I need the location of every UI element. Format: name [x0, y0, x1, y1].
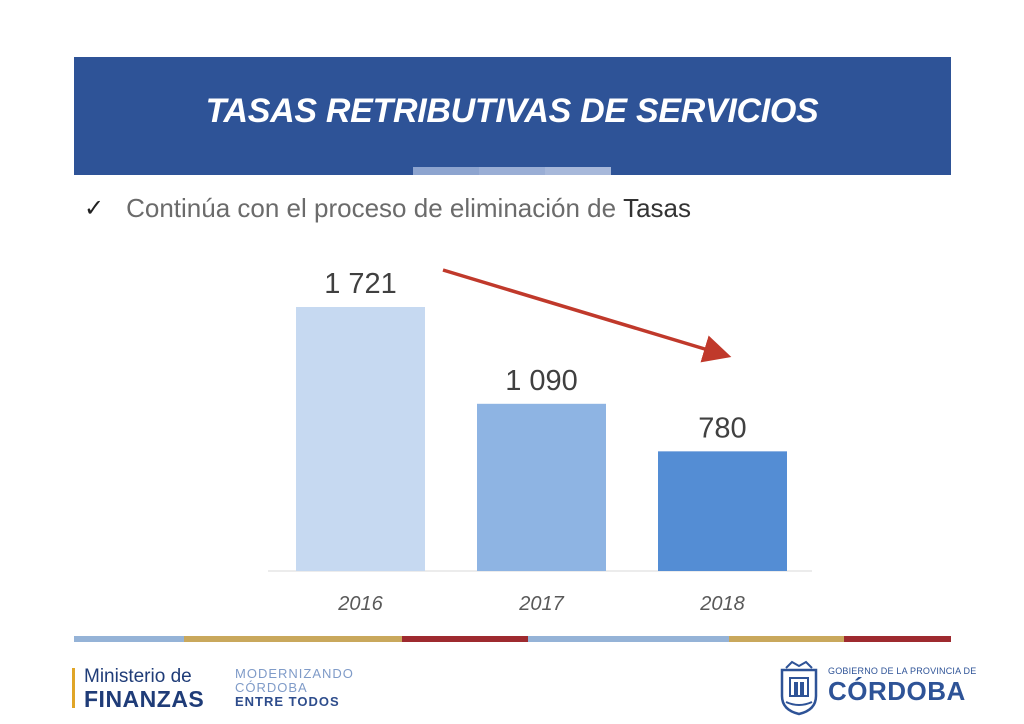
footer-stripe-segment	[844, 636, 951, 642]
data-label-2018: 780	[698, 412, 746, 444]
bar-2018	[658, 451, 787, 571]
x-tick-label-2017: 2017	[518, 593, 564, 615]
slogan-line-2: CÓRDOBA	[235, 680, 308, 695]
slogan-line-1: MODERNIZANDO	[235, 666, 354, 681]
data-label-2017: 1 090	[505, 365, 578, 397]
footer-stripe-segment	[74, 636, 184, 642]
title-banner	[74, 57, 951, 175]
coat-of-arms-icon	[780, 660, 818, 716]
header-tab-strip	[413, 167, 611, 175]
slogan-line-3: ENTRE TODOS	[235, 694, 340, 709]
data-label-2016: 1 721	[324, 268, 397, 300]
ministerio-label: Ministerio de	[84, 666, 192, 687]
finanzas-label: FINANZAS	[84, 686, 205, 712]
gobierno-label: GOBIERNO DE LA PROVINCIA DE	[828, 666, 977, 676]
page-title: TASAS RETRIBUTIVAS DE SERVICIOS	[205, 92, 819, 130]
footer-stripe-segment	[184, 636, 402, 642]
header-tab-1	[413, 167, 479, 175]
x-tick-label-2016: 2016	[337, 593, 383, 615]
bullet-text-emphasis: Tasas	[623, 193, 692, 223]
footer-stripe-segment	[402, 636, 528, 642]
header-tab-3	[545, 167, 611, 175]
header-tab-2	[479, 167, 545, 175]
bar-2017	[477, 403, 606, 571]
footer-stripe-segment	[528, 636, 729, 642]
trend-arrow	[442, 268, 732, 363]
bullet-point: ✓ Continúa con el proceso de eliminación…	[84, 193, 691, 224]
logo-accent-bar	[72, 668, 75, 708]
checkmark-icon: ✓	[84, 195, 105, 222]
bullet-text: Continúa con el proceso de eliminación d…	[126, 193, 617, 223]
bar-2016	[296, 307, 425, 571]
footer-stripe	[74, 636, 951, 642]
slogan: MODERNIZANDO CÓRDOBA ENTRE TODOS	[235, 667, 354, 709]
cordoba-label: CÓRDOBA	[828, 676, 966, 706]
x-tick-label-2018: 2018	[699, 593, 745, 615]
gobierno-cordoba-logo: GOBIERNO DE LA PROVINCIA DE CÓRDOBA	[776, 660, 976, 716]
footer-stripe-segment	[729, 636, 844, 642]
